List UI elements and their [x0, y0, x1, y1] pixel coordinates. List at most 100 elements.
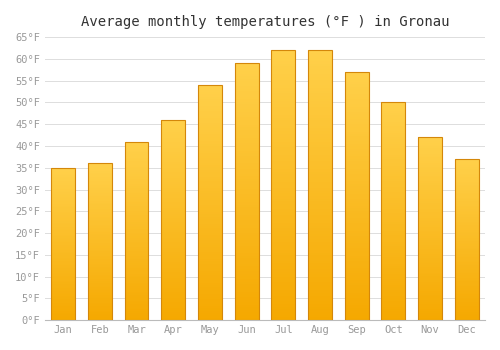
Bar: [454, 270, 478, 272]
Bar: [198, 108, 222, 111]
Bar: [418, 168, 442, 170]
Bar: [234, 313, 258, 315]
Bar: [198, 212, 222, 214]
Bar: [344, 94, 368, 97]
Bar: [382, 309, 405, 312]
Bar: [124, 183, 148, 184]
Bar: [234, 148, 258, 150]
Bar: [382, 174, 405, 176]
Bar: [344, 313, 368, 315]
Bar: [308, 272, 332, 274]
Bar: [124, 172, 148, 174]
Bar: [272, 163, 295, 166]
Bar: [382, 276, 405, 279]
Bar: [454, 159, 478, 161]
Bar: [382, 103, 405, 105]
Bar: [344, 104, 368, 107]
Bar: [418, 313, 442, 315]
Bar: [272, 258, 295, 261]
Bar: [344, 283, 368, 285]
Bar: [198, 273, 222, 275]
Bar: [344, 253, 368, 255]
Bar: [272, 115, 295, 118]
Bar: [52, 254, 75, 256]
Bar: [198, 224, 222, 226]
Bar: [454, 193, 478, 195]
Bar: [124, 265, 148, 267]
Bar: [454, 259, 478, 260]
Bar: [382, 224, 405, 226]
Bar: [418, 247, 442, 249]
Bar: [52, 192, 75, 194]
Bar: [162, 210, 185, 212]
Bar: [234, 233, 258, 235]
Bar: [308, 223, 332, 226]
Bar: [162, 280, 185, 282]
Bar: [52, 197, 75, 198]
Bar: [308, 158, 332, 161]
Bar: [272, 266, 295, 269]
Bar: [272, 309, 295, 312]
Bar: [162, 202, 185, 204]
Bar: [454, 220, 478, 222]
Bar: [88, 256, 112, 258]
Bar: [418, 188, 442, 190]
Bar: [198, 308, 222, 311]
Bar: [234, 192, 258, 194]
Bar: [418, 172, 442, 174]
Bar: [52, 258, 75, 259]
Bar: [162, 274, 185, 276]
Bar: [124, 191, 148, 194]
Bar: [418, 231, 442, 232]
Bar: [382, 203, 405, 205]
Bar: [234, 230, 258, 233]
Bar: [52, 169, 75, 171]
Bar: [454, 164, 478, 166]
Bar: [234, 266, 258, 269]
Bar: [344, 79, 368, 82]
Bar: [382, 155, 405, 157]
Bar: [198, 250, 222, 252]
Bar: [234, 169, 258, 171]
Bar: [418, 223, 442, 225]
Bar: [52, 316, 75, 317]
Bar: [382, 231, 405, 233]
Bar: [454, 289, 478, 291]
Bar: [272, 77, 295, 80]
Bar: [198, 271, 222, 273]
Bar: [308, 247, 332, 250]
Bar: [344, 92, 368, 94]
Bar: [88, 214, 112, 215]
Bar: [308, 288, 332, 290]
Bar: [344, 178, 368, 181]
Bar: [88, 314, 112, 315]
Bar: [124, 299, 148, 301]
Bar: [344, 129, 368, 132]
Bar: [272, 296, 295, 299]
Bar: [198, 158, 222, 160]
Bar: [88, 234, 112, 236]
Bar: [88, 220, 112, 222]
Bar: [234, 274, 258, 276]
Bar: [234, 284, 258, 287]
Bar: [308, 261, 332, 264]
Bar: [308, 296, 332, 299]
Bar: [124, 277, 148, 279]
Bar: [308, 307, 332, 309]
Bar: [454, 206, 478, 207]
Bar: [272, 204, 295, 207]
Bar: [272, 96, 295, 99]
Bar: [272, 153, 295, 155]
Bar: [124, 231, 148, 233]
Bar: [234, 117, 258, 120]
Bar: [382, 216, 405, 218]
Bar: [234, 146, 258, 148]
Bar: [88, 294, 112, 295]
Bar: [162, 242, 185, 244]
Bar: [198, 313, 222, 315]
Bar: [454, 203, 478, 204]
Bar: [418, 227, 442, 229]
Bar: [344, 238, 368, 241]
Title: Average monthly temperatures (°F ) in Gronau: Average monthly temperatures (°F ) in Gr…: [80, 15, 449, 29]
Bar: [344, 184, 368, 186]
